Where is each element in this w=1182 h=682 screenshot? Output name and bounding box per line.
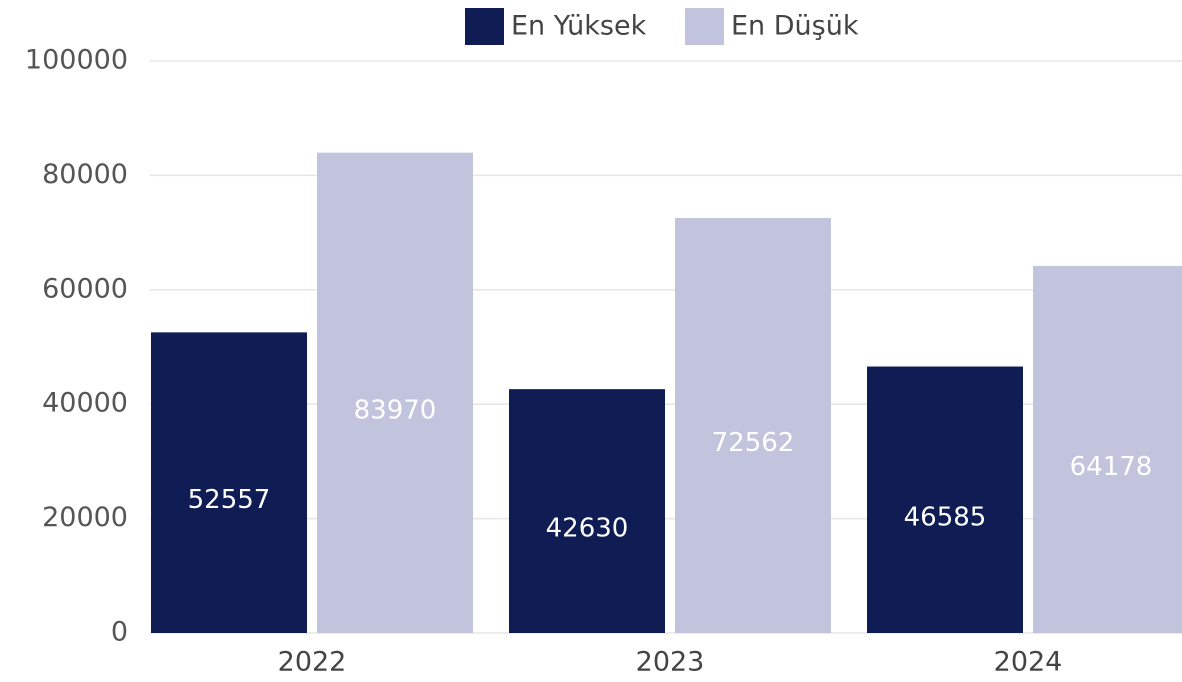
y-tick-label: 80000 [42,159,128,190]
data-label: 64178 [1070,452,1153,482]
legend-label: En Düşük [731,11,859,42]
x-tick-label: 2023 [636,647,705,678]
data-label: 52557 [188,485,271,515]
y-tick-label: 0 [111,617,128,648]
bar [151,332,307,633]
y-tick-label: 40000 [42,388,128,419]
y-tick-label: 100000 [25,45,128,76]
x-tick-label: 2022 [278,647,347,678]
data-label: 83970 [354,395,437,425]
legend-swatch [465,8,504,45]
data-label: 46585 [904,502,987,532]
legend-label: En Yüksek [511,11,647,42]
bar [867,366,1023,633]
data-label: 42630 [546,514,629,544]
bar [317,152,473,634]
bar [1033,265,1182,633]
x-tick-label: 2024 [994,647,1063,678]
bar [675,217,831,633]
y-tick-label: 20000 [42,502,128,533]
bar [509,389,665,633]
data-label: 72562 [712,428,795,458]
legend-swatch [685,8,724,45]
y-tick-label: 60000 [42,273,128,304]
